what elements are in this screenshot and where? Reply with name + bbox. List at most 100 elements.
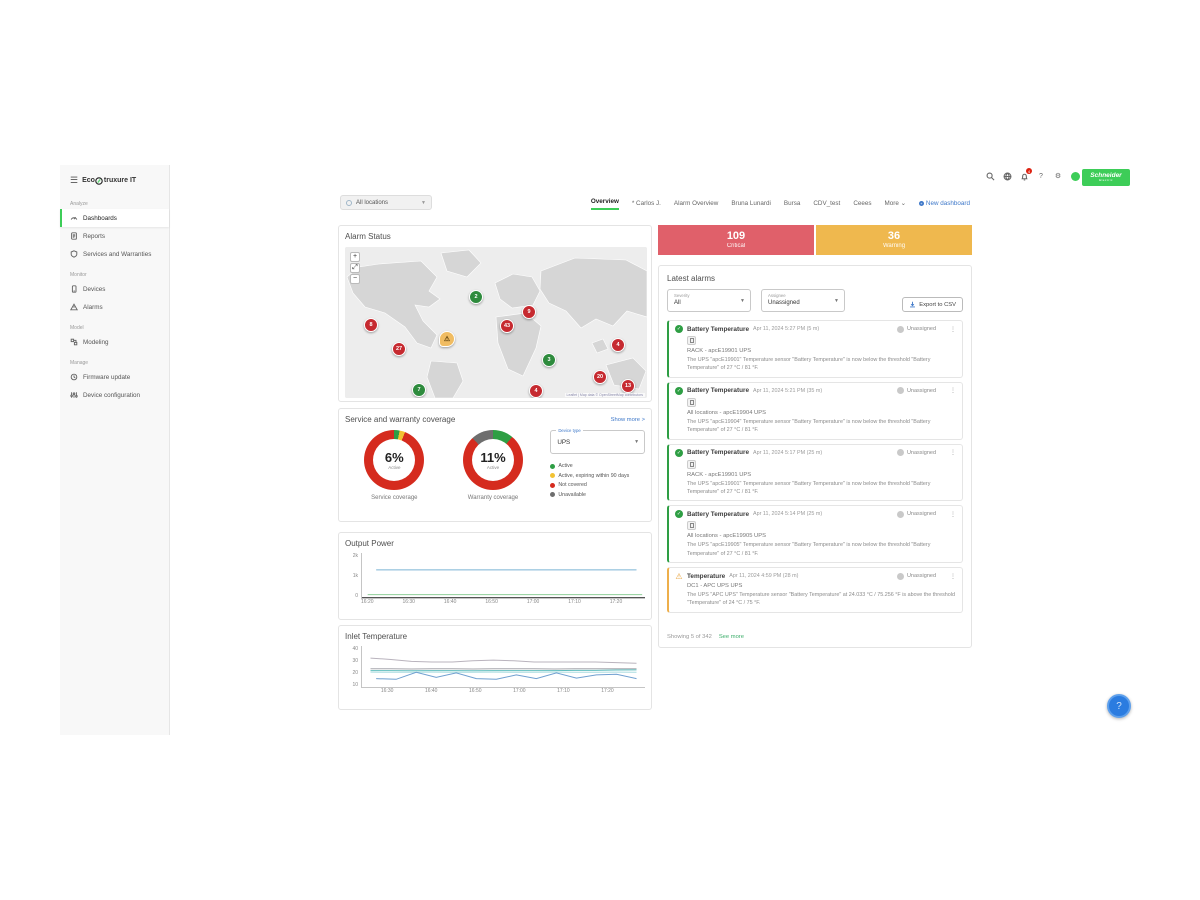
assignee-avatar: [896, 572, 904, 580]
map-marker[interactable]: 8: [364, 318, 378, 332]
tab-alarm-overview[interactable]: Alarm Overview: [673, 200, 719, 207]
settings-gear-icon[interactable]: ⚙: [1054, 173, 1062, 180]
coverage-card: Service and warranty coverage Show more …: [338, 408, 652, 522]
topbar-icons: 4 ? ⚙: [985, 168, 1080, 181]
kebab-menu-icon[interactable]: ⋮: [950, 326, 956, 333]
alarm-list: ✓ Battery Temperature Apr 11, 2024 5:27 …: [667, 320, 963, 613]
map-marker[interactable]: 2: [469, 290, 483, 304]
map-marker[interactable]: 4: [529, 384, 543, 398]
latest-alarms-title: Latest alarms: [667, 274, 716, 283]
kebab-menu-icon[interactable]: ⋮: [950, 511, 956, 518]
sidebar-item-firmware-update[interactable]: Firmware update: [60, 368, 169, 386]
device-type-select[interactable]: Device type UPS ▼: [550, 428, 646, 454]
kebab-menu-icon[interactable]: ⋮: [950, 573, 956, 580]
coverage-legend: Active Active, expiring within 90 days N…: [550, 463, 645, 498]
kebab-menu-icon[interactable]: ⋮: [950, 450, 956, 456]
menu-icon[interactable]: ☰: [70, 175, 79, 185]
alarms-footer: Showing 5 of 342 See more: [667, 634, 744, 640]
coverage-title: Service and warranty coverage: [345, 415, 456, 424]
help-icon[interactable]: ?: [1039, 172, 1043, 180]
dashboard-tabs: Overview * Carlos J. Alarm Overview Brun…: [590, 198, 970, 210]
alarm-item[interactable]: ✓ Battery Temperature Apr 11, 2024 5:14 …: [667, 505, 963, 563]
new-dashboard-button[interactable]: + New dashboard: [918, 200, 970, 207]
service-donut-chart: 6% Active: [364, 430, 425, 490]
tab-bruna-lunardi[interactable]: Bruna Lunardi: [731, 200, 771, 207]
firmware-clock-icon: [70, 373, 78, 381]
sidebar-item-modeling[interactable]: Modeling: [60, 333, 169, 351]
inlet-temperature-plot[interactable]: [361, 646, 645, 688]
notifications-bell-icon[interactable]: 4: [1019, 168, 1032, 181]
world-map[interactable]: + ⤢ − 2 8 27 ⚠ 43 9 3 4 20 13 7 4 L: [345, 247, 647, 398]
alarm-item[interactable]: ✓ Battery Temperature Apr 11, 2024 5:21 …: [667, 381, 963, 440]
sidebar-item-alarms[interactable]: Alarms: [60, 298, 169, 316]
alarm-summary-badges: 109 Critical 36 Warning: [658, 225, 972, 255]
report-icon: [70, 232, 78, 240]
export-csv-button[interactable]: Export to CSV: [902, 297, 963, 312]
globe-icon[interactable]: [1002, 171, 1012, 181]
assignee-select[interactable]: Assignee Unassigned ▼: [761, 289, 845, 312]
map-marker[interactable]: 4: [611, 338, 625, 352]
user-avatar[interactable]: [1070, 171, 1080, 181]
sidebar-item-device-configuration[interactable]: Device configuration: [60, 386, 169, 404]
ups-device-icon: [687, 459, 696, 469]
warranty-coverage-donut: 11% Active Warranty coverage: [444, 430, 543, 501]
map-zoom-controls: + ⤢ −: [350, 252, 360, 284]
configuration-icon: [70, 391, 78, 399]
map-marker[interactable]: 27: [392, 342, 406, 356]
map-marker[interactable]: 7: [412, 383, 426, 397]
map-marker[interactable]: 9: [522, 305, 536, 319]
sidebar-item-devices[interactable]: Devices: [60, 280, 169, 298]
inlet-temperature-card: Inlet Temperature 40 30 20 10 16:30 16:4…: [338, 625, 652, 710]
check-icon: ✓: [675, 386, 683, 395]
app-window: ☰ Eco truxure IT Analyze Dashboards Repor…: [60, 165, 1131, 735]
schneider-electric-logo[interactable]: Schneider Electric: [1082, 169, 1130, 186]
zoom-in-button[interactable]: +: [350, 252, 360, 262]
map-marker[interactable]: 43: [500, 319, 514, 333]
map-marker-warning[interactable]: ⚠: [439, 331, 455, 347]
show-more-link[interactable]: Show more >: [610, 416, 645, 423]
ups-device-icon: [687, 521, 696, 531]
kebab-menu-icon[interactable]: ⋮: [950, 388, 956, 395]
location-selector[interactable]: All locations ▼: [340, 195, 432, 210]
map-marker[interactable]: 13: [621, 379, 635, 393]
map-marker[interactable]: 20: [593, 370, 607, 384]
sidebar-item-services-warranties[interactable]: Services and Warranties: [60, 245, 169, 263]
tab-bursa[interactable]: Bursa: [783, 200, 801, 207]
sidebar-item-reports[interactable]: Reports: [60, 227, 169, 245]
chevron-down-icon: ▼: [421, 199, 426, 206]
alarm-item[interactable]: ✓ Battery Temperature Apr 11, 2024 5:17 …: [667, 443, 963, 502]
critical-badge[interactable]: 109 Critical: [658, 225, 814, 255]
severity-select[interactable]: Severity All ▼: [667, 289, 751, 312]
notification-badge: 4: [1026, 168, 1032, 174]
tab-overview[interactable]: Overview: [590, 198, 619, 210]
legend-active-icon: [550, 463, 556, 469]
alarm-item[interactable]: ✓ Battery Temperature Apr 11, 2024 5:27 …: [667, 320, 963, 378]
see-more-link[interactable]: See more: [718, 634, 744, 640]
location-icon: [346, 199, 352, 206]
tab-more[interactable]: More ⌄: [884, 200, 906, 207]
search-icon[interactable]: [985, 171, 995, 181]
output-power-plot[interactable]: [361, 553, 645, 599]
sidebar-item-dashboards[interactable]: Dashboards: [60, 209, 169, 227]
service-coverage-donut: 6% Active Service coverage: [345, 430, 444, 501]
alarm-item[interactable]: ⚠ Temperature Apr 11, 2024 4:59 PM (28 m…: [667, 567, 963, 613]
sidebar-section-model: Model: [70, 325, 84, 331]
output-power-title: Output Power: [345, 539, 394, 548]
main-content: 4 ? ⚙ Schneider Electric All locations ▼…: [170, 165, 1131, 735]
help-fab[interactable]: ?: [1107, 694, 1131, 718]
alarm-status-card: Alarm Status: [338, 225, 652, 402]
tab-cdv-test[interactable]: CDV_test: [813, 200, 841, 207]
inlet-temperature-title: Inlet Temperature: [345, 632, 408, 641]
check-icon: ✓: [675, 325, 683, 333]
tab-ceees[interactable]: Ceees: [853, 200, 872, 207]
output-power-card: Output Power 2k 1k 0 16:20 16:30 16:40 1…: [338, 532, 652, 620]
check-icon: ✓: [675, 448, 683, 457]
sidebar-section-analyze: Analyze: [70, 201, 88, 207]
tab-carlos-j[interactable]: * Carlos J.: [631, 200, 661, 207]
zoom-fit-button[interactable]: ⤢: [350, 263, 360, 273]
map-marker[interactable]: 3: [542, 353, 556, 367]
warning-badge[interactable]: 36 Warning: [816, 225, 972, 255]
assignee-avatar: [896, 510, 904, 518]
zoom-out-button[interactable]: −: [350, 274, 360, 284]
legend-unavailable-icon: [550, 492, 556, 497]
